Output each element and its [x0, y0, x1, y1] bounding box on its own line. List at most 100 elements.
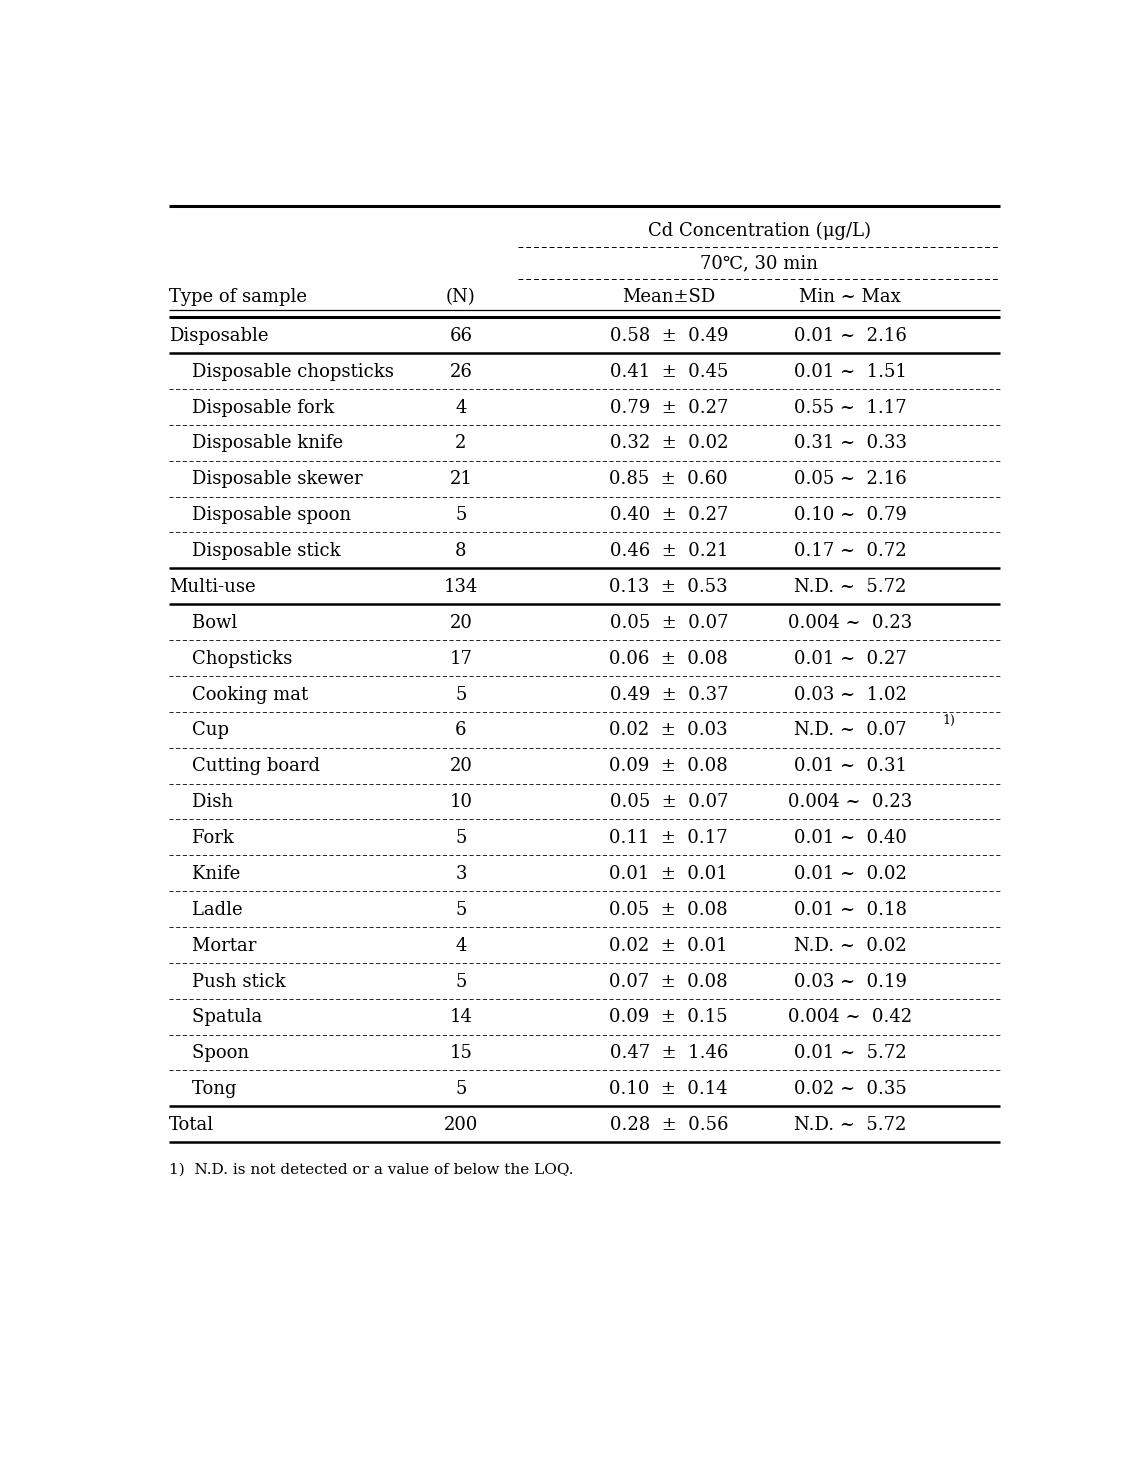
Text: 5: 5	[455, 506, 467, 524]
Text: 2: 2	[455, 435, 467, 453]
Text: 0.05  ±  0.07: 0.05 ± 0.07	[609, 793, 728, 810]
Text: 0.09  ±  0.08: 0.09 ± 0.08	[609, 757, 728, 775]
Text: Dish: Dish	[169, 793, 233, 810]
Text: Fork: Fork	[169, 830, 234, 847]
Text: Spatula: Spatula	[169, 1009, 262, 1026]
Text: 0.55 ~  1.17: 0.55 ~ 1.17	[794, 398, 906, 417]
Text: 0.85  ±  0.60: 0.85 ± 0.60	[609, 470, 728, 488]
Text: 17: 17	[450, 649, 472, 667]
Text: 134: 134	[444, 578, 478, 596]
Text: 0.10 ~  0.79: 0.10 ~ 0.79	[794, 506, 906, 524]
Text: 1)  N.D. is not detected or a value of below the LOQ.: 1) N.D. is not detected or a value of be…	[169, 1162, 574, 1177]
Text: Chopsticks: Chopsticks	[169, 649, 292, 667]
Text: 0.41  ±  0.45: 0.41 ± 0.45	[609, 362, 728, 380]
Text: N.D. ~  0.02: N.D. ~ 0.02	[794, 936, 906, 954]
Text: 0.01 ~  2.16: 0.01 ~ 2.16	[794, 327, 906, 345]
Text: 10: 10	[450, 793, 472, 810]
Text: 0.10  ±  0.14: 0.10 ± 0.14	[609, 1080, 728, 1097]
Text: 14: 14	[450, 1009, 472, 1026]
Text: 0.01  ±  0.01: 0.01 ± 0.01	[609, 865, 728, 883]
Text: Cd Concentration (μg/L): Cd Concentration (μg/L)	[648, 222, 871, 240]
Text: Knife: Knife	[169, 865, 241, 883]
Text: (N): (N)	[446, 288, 476, 306]
Text: Disposable skewer: Disposable skewer	[169, 470, 363, 488]
Text: 8: 8	[455, 541, 467, 561]
Text: Ladle: Ladle	[169, 901, 243, 918]
Text: N.D. ~  5.72: N.D. ~ 5.72	[794, 1117, 906, 1134]
Text: Multi-use: Multi-use	[169, 578, 256, 596]
Text: 0.31 ~  0.33: 0.31 ~ 0.33	[793, 435, 907, 453]
Text: 0.02  ±  0.01: 0.02 ± 0.01	[609, 936, 728, 954]
Text: 0.79  ±  0.27: 0.79 ± 0.27	[609, 398, 728, 417]
Text: 0.004 ~  0.42: 0.004 ~ 0.42	[788, 1009, 912, 1026]
Text: Push stick: Push stick	[169, 973, 286, 991]
Text: Disposable spoon: Disposable spoon	[169, 506, 351, 524]
Text: 0.01 ~  0.02: 0.01 ~ 0.02	[794, 865, 906, 883]
Text: Mortar: Mortar	[169, 936, 257, 954]
Text: 0.05 ~  2.16: 0.05 ~ 2.16	[794, 470, 906, 488]
Text: N.D. ~  5.72: N.D. ~ 5.72	[794, 578, 906, 596]
Text: 0.05  ±  0.07: 0.05 ± 0.07	[609, 614, 728, 632]
Text: 0.05  ±  0.08: 0.05 ± 0.08	[609, 901, 728, 918]
Text: 0.11  ±  0.17: 0.11 ± 0.17	[609, 830, 728, 847]
Text: 0.03 ~  1.02: 0.03 ~ 1.02	[794, 686, 906, 704]
Text: 0.01 ~  0.27: 0.01 ~ 0.27	[794, 649, 906, 667]
Text: 0.17 ~  0.72: 0.17 ~ 0.72	[794, 541, 906, 561]
Text: 0.004 ~  0.23: 0.004 ~ 0.23	[788, 614, 912, 632]
Text: 0.01 ~  5.72: 0.01 ~ 5.72	[794, 1044, 906, 1062]
Text: 0.32  ±  0.02: 0.32 ± 0.02	[609, 435, 728, 453]
Text: 0.02 ~  0.35: 0.02 ~ 0.35	[794, 1080, 906, 1097]
Text: 5: 5	[455, 901, 467, 918]
Text: 0.13  ±  0.53: 0.13 ± 0.53	[609, 578, 728, 596]
Text: Bowl: Bowl	[169, 614, 237, 632]
Text: Type of sample: Type of sample	[169, 288, 307, 306]
Text: Disposable knife: Disposable knife	[169, 435, 343, 453]
Text: 5: 5	[455, 830, 467, 847]
Text: 0.06  ±  0.08: 0.06 ± 0.08	[609, 649, 728, 667]
Text: Cooking mat: Cooking mat	[169, 686, 308, 704]
Text: 0.004 ~  0.23: 0.004 ~ 0.23	[788, 793, 912, 810]
Text: Cutting board: Cutting board	[169, 757, 321, 775]
Text: 0.03 ~  0.19: 0.03 ~ 0.19	[793, 973, 907, 991]
Text: Total: Total	[169, 1117, 215, 1134]
Text: 3: 3	[455, 865, 467, 883]
Text: Tong: Tong	[169, 1080, 236, 1097]
Text: Disposable chopsticks: Disposable chopsticks	[169, 362, 394, 380]
Text: 20: 20	[450, 614, 472, 632]
Text: 0.09  ±  0.15: 0.09 ± 0.15	[609, 1009, 728, 1026]
Text: 0.01 ~  0.18: 0.01 ~ 0.18	[793, 901, 907, 918]
Text: 0.40  ±  0.27: 0.40 ± 0.27	[609, 506, 728, 524]
Text: 0.46  ±  0.21: 0.46 ± 0.21	[609, 541, 728, 561]
Text: 0.02  ±  0.03: 0.02 ± 0.03	[609, 722, 728, 740]
Text: 70℃, 30 min: 70℃, 30 min	[701, 254, 818, 272]
Text: N.D. ~  0.07: N.D. ~ 0.07	[794, 722, 906, 740]
Text: 0.01 ~  0.40: 0.01 ~ 0.40	[794, 830, 906, 847]
Text: Cup: Cup	[169, 722, 229, 740]
Text: 0.28  ±  0.56: 0.28 ± 0.56	[609, 1117, 728, 1134]
Text: Disposable fork: Disposable fork	[169, 398, 334, 417]
Text: 0.01 ~  1.51: 0.01 ~ 1.51	[794, 362, 906, 380]
Text: Mean±SD: Mean±SD	[622, 288, 715, 306]
Text: 1): 1)	[942, 714, 956, 726]
Text: 4: 4	[455, 398, 467, 417]
Text: 21: 21	[450, 470, 472, 488]
Text: Min ~ Max: Min ~ Max	[799, 288, 901, 306]
Text: 0.58  ±  0.49: 0.58 ± 0.49	[609, 327, 728, 345]
Text: Spoon: Spoon	[169, 1044, 249, 1062]
Text: 0.01 ~  0.31: 0.01 ~ 0.31	[793, 757, 907, 775]
Text: 5: 5	[455, 973, 467, 991]
Text: 6: 6	[455, 722, 467, 740]
Text: Disposable: Disposable	[169, 327, 268, 345]
Text: 66: 66	[450, 327, 472, 345]
Text: Disposable stick: Disposable stick	[169, 541, 341, 561]
Text: 0.07  ±  0.08: 0.07 ± 0.08	[609, 973, 728, 991]
Text: 5: 5	[455, 686, 467, 704]
Text: 0.47  ±  1.46: 0.47 ± 1.46	[609, 1044, 728, 1062]
Text: 20: 20	[450, 757, 472, 775]
Text: 5: 5	[455, 1080, 467, 1097]
Text: 0.49  ±  0.37: 0.49 ± 0.37	[609, 686, 728, 704]
Text: 4: 4	[455, 936, 467, 954]
Text: 26: 26	[450, 362, 472, 380]
Text: 15: 15	[450, 1044, 472, 1062]
Text: 200: 200	[444, 1117, 478, 1134]
